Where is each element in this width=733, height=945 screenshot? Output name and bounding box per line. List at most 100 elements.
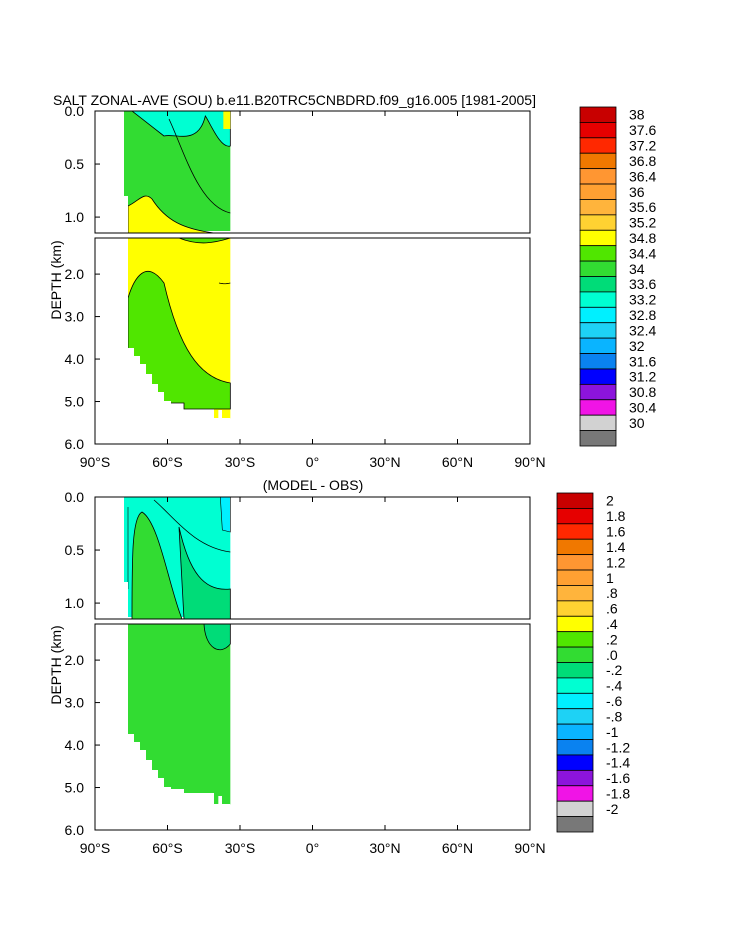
colorbar-label: -.6 bbox=[606, 693, 623, 709]
colorbar-label: 30.4 bbox=[629, 399, 656, 415]
colorbar-swatch bbox=[556, 600, 594, 617]
salinity-region-34.8-35.2-upper bbox=[127, 195, 215, 233]
colorbar-swatch bbox=[579, 337, 617, 354]
land-mask-west-upper bbox=[95, 111, 124, 233]
salinity-region-35.2-surface bbox=[223, 111, 231, 129]
lower-panel-field bbox=[95, 238, 231, 444]
colorbar-swatch bbox=[579, 306, 617, 324]
colorbar-label: 1.8 bbox=[606, 508, 626, 524]
diff-region-minus0.2-0 bbox=[178, 526, 231, 619]
colorbar-label: 31.6 bbox=[629, 353, 656, 369]
y-tick-label: 2.0 bbox=[65, 652, 85, 668]
y-tick-label: 2.0 bbox=[65, 266, 85, 282]
colorbar-swatch bbox=[556, 492, 594, 509]
colorbar-label: -.4 bbox=[606, 678, 623, 694]
x-tick-label: 60°S bbox=[152, 454, 183, 470]
lower-panel-field bbox=[95, 624, 231, 830]
colorbar: 21.81.61.41.21.8.6.4.2.0-.2-.4-.6-.8-1-1… bbox=[556, 492, 630, 833]
colorbar-swatch bbox=[556, 569, 594, 586]
colorbar-label: 35.6 bbox=[629, 199, 656, 215]
x-tick-label: 30°S bbox=[225, 840, 256, 856]
colorbar-label: 32 bbox=[629, 338, 645, 354]
y-tick-label: 3.0 bbox=[65, 309, 85, 325]
colorbar-swatch bbox=[579, 276, 617, 293]
colorbar-swatch bbox=[556, 739, 594, 756]
x-tick-label: 90°S bbox=[80, 840, 111, 856]
colorbar-swatch bbox=[556, 508, 594, 525]
y-axis-label: DEPTH (km) bbox=[48, 625, 64, 704]
colorbar-label: 32.8 bbox=[629, 307, 656, 323]
y-tick-label: 6.0 bbox=[65, 822, 85, 838]
colorbar-swatch bbox=[579, 152, 617, 170]
diff-region-0-0.2-lower bbox=[128, 624, 231, 805]
colorbar-label: -1 bbox=[606, 724, 619, 740]
colorbar-label: -.2 bbox=[606, 662, 623, 678]
colorbar-swatch bbox=[556, 523, 594, 540]
colorbar-swatch bbox=[556, 754, 594, 771]
chart-2: 0.00.51.02.03.04.05.06.090°S 60°S 30°S 0° 30… bbox=[48, 477, 630, 856]
y-tick-label: 0.0 bbox=[65, 489, 85, 505]
colorbar-label: 30 bbox=[629, 415, 645, 431]
colorbar-swatch bbox=[579, 260, 617, 277]
colorbar-swatch bbox=[556, 723, 594, 740]
colorbar-label: 36 bbox=[629, 184, 645, 200]
salinity-contour-34.8 bbox=[218, 282, 231, 285]
colorbar-label: 1.4 bbox=[606, 539, 626, 555]
x-tick-label: 60°S bbox=[152, 840, 183, 856]
land-mask-west-lower bbox=[95, 624, 128, 830]
salinity-region-33.6-34 bbox=[131, 111, 231, 147]
colorbar-swatch bbox=[579, 414, 617, 431]
colorbar-label: -.8 bbox=[606, 708, 623, 724]
colorbar-label: -1.8 bbox=[606, 785, 630, 801]
upper-panel-field bbox=[95, 111, 231, 233]
colorbar-label: 34 bbox=[629, 261, 645, 277]
colorbar-swatch bbox=[556, 554, 594, 571]
colorbar-swatch bbox=[579, 322, 617, 339]
diff-region-minus0.2-0-lower bbox=[203, 624, 231, 650]
land-mask-west-notch bbox=[123, 582, 128, 619]
x-tick-label: 90°N bbox=[514, 840, 545, 856]
colorbar-label: -2 bbox=[606, 801, 619, 817]
colorbar-label: 32.4 bbox=[629, 322, 656, 338]
colorbar-swatch bbox=[556, 816, 594, 833]
colorbar-swatch bbox=[556, 769, 594, 787]
colorbar-label: 35.2 bbox=[629, 215, 656, 231]
colorbar-swatch bbox=[579, 430, 617, 447]
diff-contour-minus0.4 bbox=[153, 499, 231, 553]
y-tick-label: 3.0 bbox=[65, 695, 85, 711]
colorbar-label: 37.2 bbox=[629, 138, 656, 154]
colorbar-swatch bbox=[579, 183, 617, 200]
colorbar-swatch bbox=[579, 168, 617, 185]
colorbar-label: 33.6 bbox=[629, 276, 656, 292]
chart-title: (MODEL - OBS) bbox=[263, 477, 364, 493]
colorbar-swatch bbox=[556, 677, 594, 694]
colorbar-swatch bbox=[579, 383, 617, 401]
y-tick-label: 1.0 bbox=[65, 595, 85, 611]
colorbar-swatch bbox=[579, 199, 617, 216]
y-axis-label: DEPTH (km) bbox=[48, 240, 64, 319]
salinity-region-34.4-34.8-deep bbox=[127, 270, 231, 410]
colorbar-swatch bbox=[556, 538, 594, 556]
y-tick-label: 5.0 bbox=[65, 394, 85, 410]
colorbar-label: .0 bbox=[606, 647, 618, 663]
upper-panel-field bbox=[95, 497, 231, 619]
colorbar-swatch bbox=[579, 368, 617, 385]
colorbar-label: .6 bbox=[606, 601, 618, 617]
x-tick-label: 0° bbox=[306, 454, 319, 470]
colorbar-swatch bbox=[579, 122, 617, 139]
diff-region-0-0.2-upper bbox=[131, 511, 183, 619]
x-tick-label: 30°S bbox=[225, 454, 256, 470]
x-tick-label: 0° bbox=[306, 840, 319, 856]
colorbar-label: 30.8 bbox=[629, 384, 656, 400]
colorbar-label: .8 bbox=[606, 585, 618, 601]
y-tick-label: 1.0 bbox=[65, 209, 85, 225]
x-tick-label: 90°S bbox=[80, 454, 111, 470]
colorbar-swatch bbox=[556, 631, 594, 648]
ocean-bottom-mask bbox=[122, 624, 231, 830]
ocean-bottom-mask bbox=[122, 238, 231, 444]
colorbar-label: -1.4 bbox=[606, 755, 630, 771]
colorbar-swatch bbox=[556, 785, 594, 802]
colorbar-swatch bbox=[556, 615, 594, 633]
colorbar-label: 37.6 bbox=[629, 122, 656, 138]
